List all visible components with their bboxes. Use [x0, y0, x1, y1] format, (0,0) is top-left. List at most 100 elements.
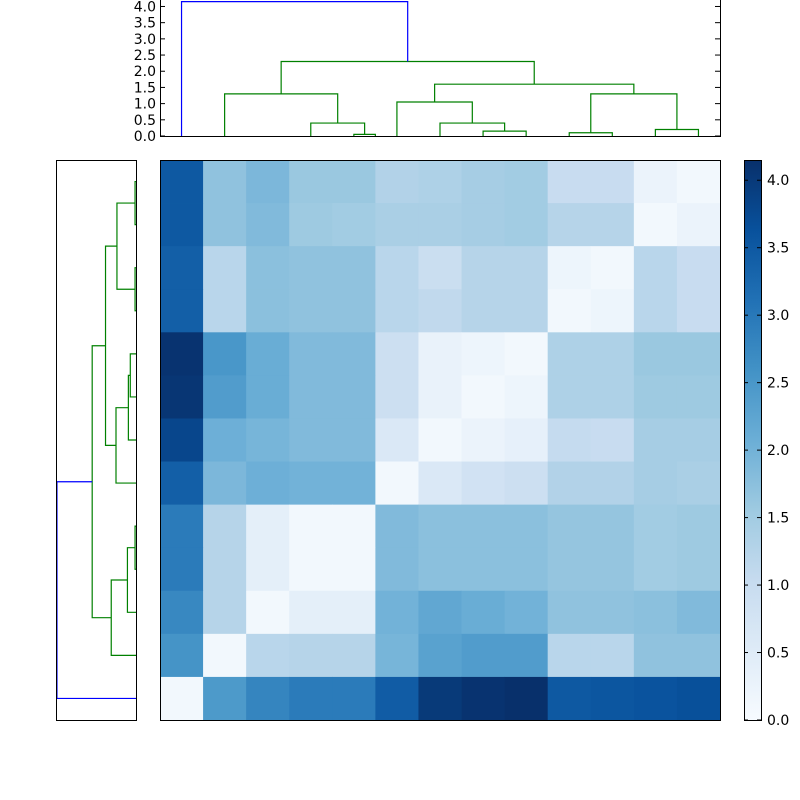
- heatmap-cell: [375, 289, 419, 333]
- colorbar-tick-label: 3.0: [767, 308, 789, 324]
- heatmap-cell: [504, 418, 549, 462]
- heatmap-cell: [289, 203, 333, 247]
- heatmap-cell: [203, 461, 247, 506]
- heatmap-cell: [676, 160, 721, 204]
- dendrogram-link: [280, 60, 535, 94]
- heatmap-cell: [246, 547, 290, 592]
- dendrogram-link: [110, 579, 136, 656]
- heatmap-cell: [332, 289, 376, 333]
- heatmap-cell: [676, 332, 721, 376]
- heatmap-cell: [246, 203, 290, 247]
- top-dendrogram: 0.00.51.01.52.02.53.03.54.0: [134, 0, 721, 145]
- heatmap-cell: [504, 504, 549, 549]
- heatmap-cell: [418, 160, 462, 204]
- heatmap-cell: [289, 160, 333, 204]
- heatmap-cell: [160, 504, 204, 549]
- heatmap-cell: [203, 332, 247, 376]
- heatmap-cell: [332, 504, 376, 549]
- heatmap-cell: [590, 246, 635, 290]
- heatmap-cell: [289, 633, 333, 678]
- heatmap-cell: [461, 590, 506, 635]
- heatmap-cell: [203, 289, 247, 333]
- heatmap-cell: [633, 289, 678, 333]
- heatmap-cell: [160, 160, 204, 204]
- y-tick-label: 4.0: [134, 0, 156, 15]
- heatmap-cell: [246, 160, 290, 204]
- left-dendrogram: [56, 160, 137, 721]
- dendrogram-link: [590, 93, 678, 133]
- heatmap-cell: [332, 160, 376, 204]
- heatmap-cell: [461, 418, 506, 462]
- heatmap-cell: [160, 418, 204, 462]
- heatmap-cell: [461, 676, 506, 721]
- heatmap-cell: [547, 676, 592, 721]
- heatmap-cell: [203, 676, 247, 721]
- heatmap-cell: [203, 504, 247, 549]
- heatmap-cell: [504, 332, 549, 376]
- heatmap-cell: [160, 633, 204, 678]
- heatmap-cell: [203, 160, 247, 204]
- heatmap-cell: [375, 246, 419, 290]
- heatmap-cell: [375, 160, 419, 204]
- heatmap-cell: [590, 332, 635, 376]
- heatmap-cell: [461, 203, 506, 247]
- heatmap-cell: [504, 246, 549, 290]
- heatmap-cell: [289, 590, 333, 635]
- heatmap-cell: [547, 547, 592, 592]
- dendrogram-link: [129, 353, 136, 398]
- dendrogram-link: [482, 130, 527, 136]
- heatmap-cell: [375, 633, 419, 678]
- heatmap-cell: [504, 203, 549, 247]
- dendrogram-link: [353, 133, 376, 136]
- heatmap-cell: [160, 332, 204, 376]
- heatmap-cell: [418, 590, 462, 635]
- heatmap-cell: [332, 418, 376, 462]
- heatmap-cell: [418, 246, 462, 290]
- left-dendrogram-frame: [56, 160, 137, 721]
- heatmap-cell: [633, 246, 678, 290]
- dendrogram-link: [654, 128, 700, 136]
- y-tick-label: 2.0: [134, 64, 156, 80]
- heatmap-cell: [547, 375, 592, 419]
- heatmap-cell: [547, 246, 592, 290]
- heatmap-cell: [332, 676, 376, 721]
- heatmap-cell: [547, 461, 592, 506]
- heatmap-cell: [203, 418, 247, 462]
- heatmap-cell: [375, 375, 419, 419]
- heatmap-cell: [375, 418, 419, 462]
- heatmap-cell: [633, 461, 678, 506]
- y-tick-label: 2.5: [134, 48, 156, 64]
- dendrogram-link: [434, 83, 635, 102]
- heatmap-cell: [160, 289, 204, 333]
- colorbar-frame: [744, 160, 762, 721]
- heatmap-cell: [332, 461, 376, 506]
- heatmap-cell: [418, 289, 462, 333]
- heatmap-cell: [246, 461, 290, 506]
- heatmap-cell: [375, 332, 419, 376]
- heatmap-cell: [289, 504, 333, 549]
- heatmap-cell: [461, 461, 506, 506]
- heatmap-cell: [633, 418, 678, 462]
- dendrogram-link: [180, 1, 409, 136]
- heatmap-cell: [246, 504, 290, 549]
- heatmap-cell: [418, 375, 462, 419]
- heatmap-cell: [590, 590, 635, 635]
- heatmap-cell: [547, 504, 592, 549]
- heatmap-cell: [633, 375, 678, 419]
- heatmap-cell: [418, 676, 462, 721]
- heatmap-cell: [633, 590, 678, 635]
- heatmap-cell: [289, 418, 333, 462]
- dendrogram-link: [134, 267, 136, 312]
- dendrogram-link: [115, 407, 136, 484]
- y-tick-label: 0.0: [134, 129, 156, 145]
- heatmap-cell: [289, 676, 333, 721]
- dendrogram-link: [127, 374, 136, 441]
- heatmap-cell: [590, 160, 635, 204]
- colorbar-tick-label: 3.5: [767, 241, 789, 257]
- top-dendrogram-frame: [160, 0, 721, 137]
- heatmap-cell: [418, 461, 462, 506]
- heatmap-cell: [590, 676, 635, 721]
- heatmap-cell: [160, 375, 204, 419]
- heatmap-cell: [289, 547, 333, 592]
